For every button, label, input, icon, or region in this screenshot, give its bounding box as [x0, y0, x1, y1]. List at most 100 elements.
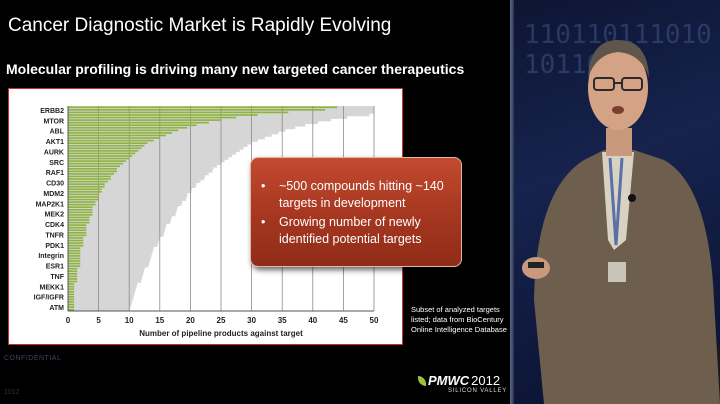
x-tick-label: 15 — [155, 316, 164, 325]
bar — [68, 188, 102, 191]
category-label: RAF1 — [46, 170, 64, 177]
bar — [68, 229, 87, 232]
bar — [68, 249, 81, 252]
bar — [68, 288, 75, 291]
bar — [68, 173, 114, 175]
bar — [68, 257, 81, 260]
bar — [68, 137, 160, 139]
bar — [68, 270, 78, 273]
chart-shadow — [68, 106, 374, 311]
bar — [68, 119, 221, 121]
x-tick-label: 35 — [278, 316, 287, 325]
category-label: ABL — [50, 129, 65, 136]
bullet-icon: • — [261, 215, 266, 229]
bar — [68, 265, 81, 267]
lanyard — [608, 157, 624, 246]
category-label: SRC — [49, 160, 64, 167]
bar — [68, 216, 90, 219]
speaker-figure — [522, 40, 720, 404]
bar — [68, 285, 75, 288]
bar — [68, 152, 136, 155]
category-label: TNF — [50, 274, 64, 281]
bar — [68, 298, 75, 301]
bar — [68, 142, 148, 144]
speaker-hair — [588, 40, 649, 78]
category-label: MDM2 — [43, 191, 64, 198]
bar — [68, 121, 209, 124]
bar — [68, 242, 84, 244]
logo-location: SILICON VALLEY — [448, 388, 508, 394]
callout-bullet-2: • Growing number of newly identified pot… — [259, 214, 453, 248]
callout-bullet-1: • ~500 compounds hitting ~140 targets in… — [259, 178, 453, 212]
bar — [68, 219, 90, 221]
bar — [68, 116, 237, 119]
pipeline-bar-chart: ERBB2 MTOR ABL AKT1 AURK SRC RAF1 CD30 MDM2 MAP2K… — [34, 106, 379, 338]
category-label: Integrin — [38, 253, 64, 260]
x-tick-label: 5 — [96, 316, 101, 325]
bar — [68, 226, 87, 229]
bar — [68, 150, 139, 152]
bar — [68, 170, 117, 173]
x-tick-label: 25 — [217, 316, 226, 325]
bar — [68, 262, 81, 265]
category-label: MEK2 — [45, 212, 65, 219]
bar — [68, 214, 93, 216]
category-label: ESR1 — [46, 264, 64, 271]
bar — [68, 224, 87, 226]
bar — [68, 175, 111, 178]
bar — [68, 239, 84, 242]
bullet-icon: • — [261, 179, 266, 193]
category-label: AKT1 — [46, 139, 64, 146]
x-axis-label: Number of pipeline products against targ… — [139, 329, 303, 338]
x-tick-label: 45 — [339, 316, 348, 325]
bar — [68, 247, 81, 250]
bar — [68, 275, 78, 278]
bar — [68, 211, 93, 214]
x-tick-label: 50 — [370, 316, 379, 325]
bar — [68, 126, 188, 129]
bar — [68, 280, 78, 283]
bar — [68, 129, 179, 132]
bar — [68, 234, 87, 237]
category-label: PDK1 — [45, 243, 64, 250]
x-tick-label: 40 — [308, 316, 317, 325]
bar — [68, 147, 142, 150]
slide-subtitle: Molecular profiling is driving many new … — [6, 61, 465, 77]
bar — [68, 252, 81, 255]
callout-text-2: Growing number of newly identified poten… — [279, 215, 422, 246]
faint-mark: 1012 — [4, 389, 20, 396]
bar — [68, 237, 84, 239]
speaker-neck — [606, 128, 632, 156]
x-tick-label: 10 — [125, 316, 134, 325]
slide-divider — [510, 0, 514, 404]
pmwc-logo: PMWC 2012 SILICON VALLEY — [418, 372, 506, 394]
category-label: TNFR — [45, 232, 64, 239]
lapel-microphone — [628, 194, 636, 202]
bar — [68, 114, 258, 116]
bar — [68, 180, 108, 183]
bar — [68, 306, 75, 308]
bar — [68, 167, 117, 170]
bar — [68, 301, 75, 303]
bar — [68, 198, 99, 201]
bar — [68, 260, 81, 262]
bar — [68, 208, 93, 211]
category-label: MTOR — [44, 118, 64, 125]
bar — [68, 296, 75, 298]
bar — [68, 303, 75, 306]
category-label: MEKK1 — [39, 284, 64, 291]
bar — [68, 155, 133, 157]
remote-clicker — [528, 262, 544, 268]
bar — [68, 132, 173, 134]
bar — [68, 232, 87, 234]
bar — [68, 193, 99, 196]
bar — [68, 203, 96, 206]
x-tick-label: 0 — [66, 316, 71, 325]
bar — [68, 244, 84, 247]
category-label: IGF/IGFR — [34, 295, 64, 302]
bar — [68, 109, 326, 111]
logo-brand: PMWC — [428, 373, 470, 388]
bar — [68, 293, 75, 296]
bar — [68, 283, 75, 285]
speaker-head — [588, 46, 648, 130]
